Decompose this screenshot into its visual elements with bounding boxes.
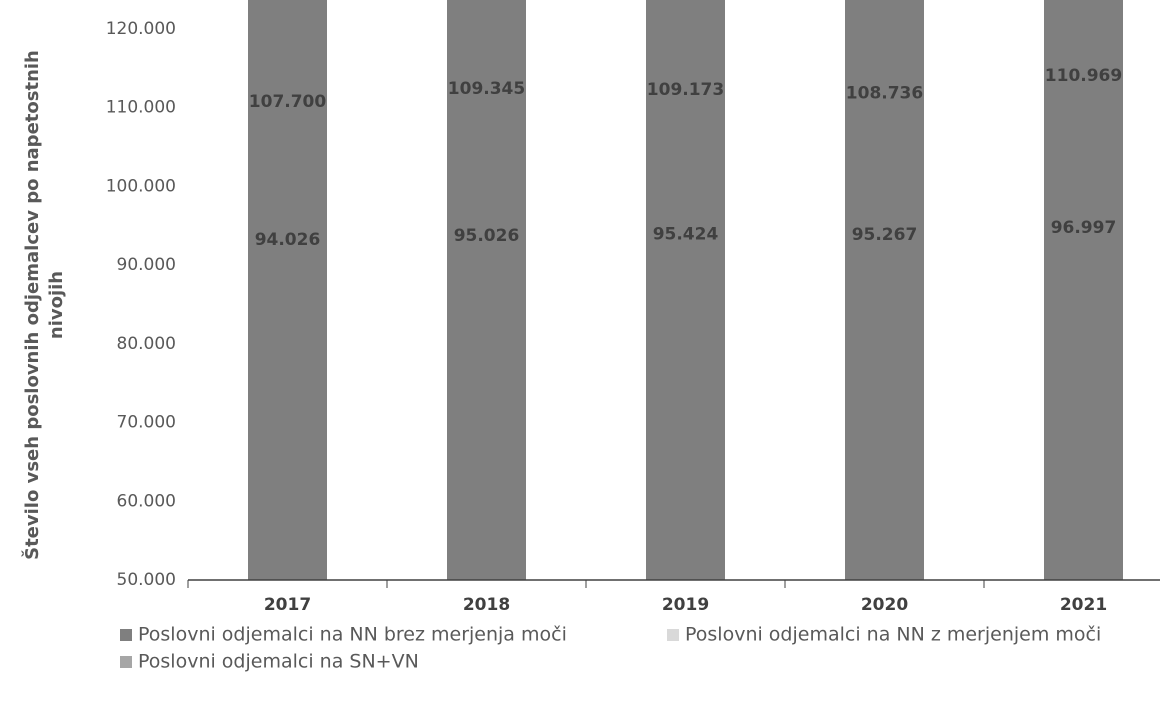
total-label: 110.969 [1045,66,1122,86]
x-tick-label: 2021 [1060,595,1107,615]
data-label: 96.997 [1051,218,1117,238]
y-axis-title: Število vseh poslovnih odjemalcev po nap… [22,50,67,560]
data-label: 95.267 [852,225,918,245]
data-label: 94.026 [255,230,321,250]
total-label: 109.345 [448,79,525,99]
y-tick-label: 70.000 [117,413,176,433]
y-tick-label: 110.000 [106,98,176,118]
legend-label: Poslovni odjemalci na NN brez merjenja m… [138,624,567,646]
bar-segment [646,0,725,580]
y-tick-label: 60.000 [117,491,176,511]
legend-swatch [120,656,132,668]
bar-segment [1044,0,1123,580]
data-label: 95.026 [454,226,520,246]
legend-swatch [667,629,679,641]
legend-swatch [120,629,132,641]
y-tick-label: 50.000 [117,570,176,590]
x-tick-label: 2020 [861,595,908,615]
bar-segment [845,0,924,580]
total-label: 109.173 [647,80,724,100]
x-tick-label: 2019 [662,595,709,615]
x-tick-label: 2017 [264,595,311,615]
data-label: 95.424 [653,224,719,244]
bar-segment [248,0,327,581]
legend-label: Poslovni odjemalci na NN z merjenjem moč… [685,624,1101,646]
total-label: 108.736 [846,84,923,104]
y-tick-label: 120.000 [106,19,176,39]
x-tick-label: 2018 [463,595,510,615]
y-tick-label: 90.000 [117,255,176,275]
total-label: 107.700 [249,92,327,112]
y-tick-label: 80.000 [117,334,176,354]
bar-segment [447,0,526,580]
y-tick-label: 100.000 [106,176,176,196]
legend-label: Poslovni odjemalci na SN+VN [138,651,419,673]
